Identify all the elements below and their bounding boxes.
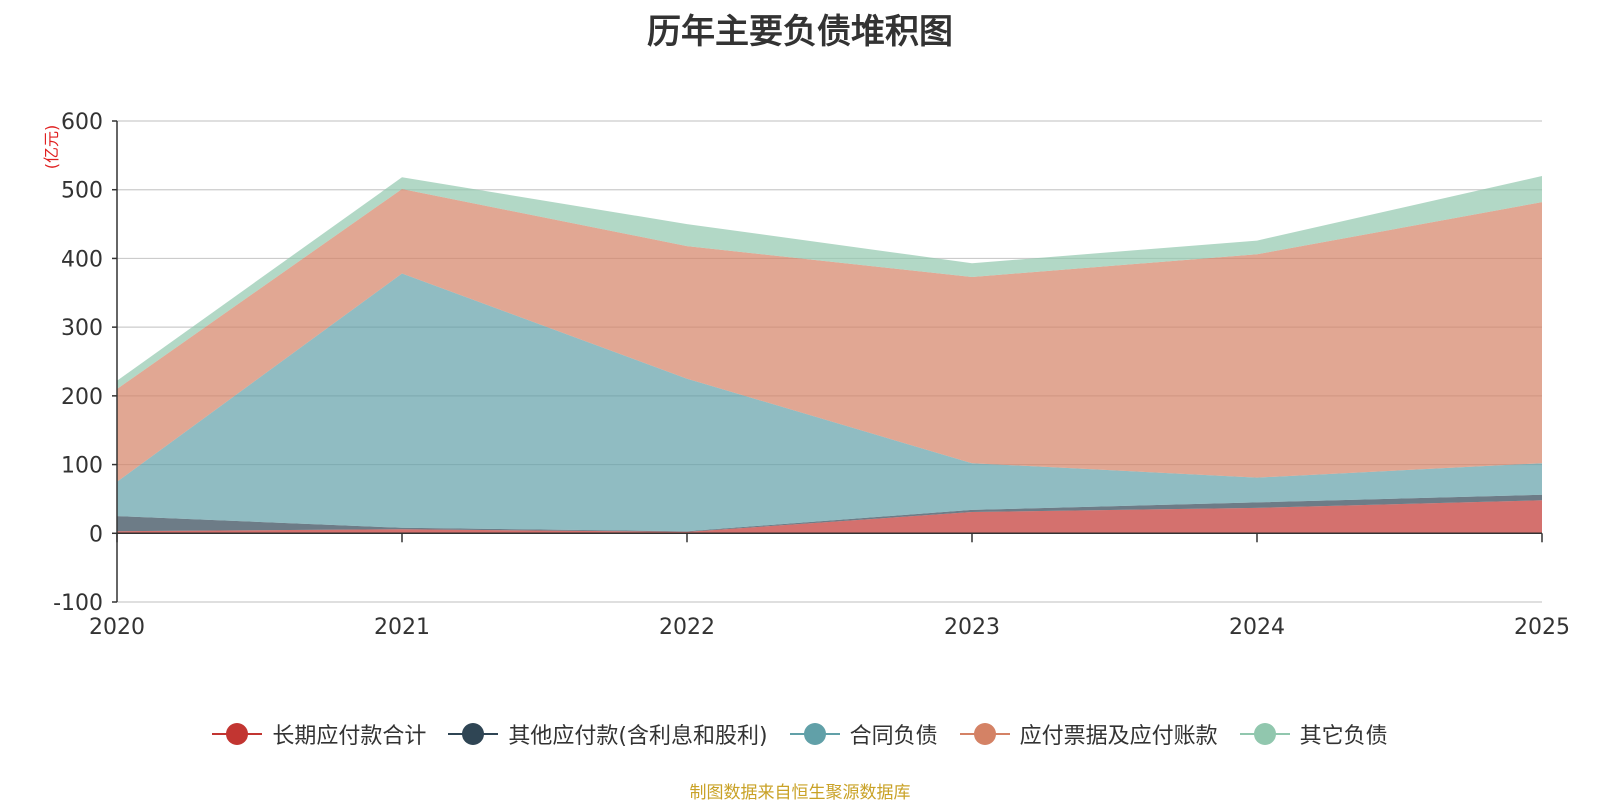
x-tick-label: 2020 (89, 615, 145, 640)
y-tick-label: 0 (89, 522, 103, 547)
x-tick-label: 2023 (944, 615, 1000, 640)
y-tick-label: 300 (61, 316, 103, 341)
legend-marker-icon (789, 723, 840, 745)
data-source-note: 制图数据来自恒生聚源数据库 (689, 783, 911, 803)
area-series-3 (117, 273, 1542, 532)
y-tick-label: 500 (61, 179, 103, 204)
area-series-1 (117, 500, 1542, 534)
legend-label: 长期应付款合计 (272, 724, 427, 749)
legend-label: 合同负债 (849, 724, 938, 749)
legend-item[interactable]: 应付票据及应付账款 (959, 718, 1218, 750)
legend-marker-icon (1239, 723, 1290, 745)
y-tick-label: 200 (61, 385, 103, 410)
y-tick-label: 600 (61, 110, 103, 135)
x-tick-label: 2021 (374, 615, 430, 640)
area-series-4 (117, 189, 1542, 482)
area-series (117, 176, 1542, 534)
chart-title: 历年主要负债堆积图 (647, 12, 953, 52)
area-series-2 (117, 494, 1542, 532)
x-tick-label: 2025 (1514, 615, 1570, 640)
legend-label: 应付票据及应付账款 (1019, 724, 1218, 749)
legend-item[interactable]: 长期应付款合计 (212, 718, 426, 750)
legend-item[interactable]: 合同负债 (789, 718, 938, 750)
legend-marker-icon (448, 723, 499, 745)
legend: 长期应付款合计 其他应付款(含利息和股利) 合同负债 应付票据及应付账款 其它负债 (0, 718, 1600, 750)
y-tick-label: -100 (53, 591, 103, 616)
legend-item[interactable]: 其他应付款(含利息和股利) (448, 718, 768, 750)
y-tick-label: 400 (61, 247, 103, 272)
legend-label: 其他应付款(含利息和股利) (508, 724, 768, 749)
legend-label: 其它负债 (1299, 724, 1388, 749)
legend-marker-icon (212, 723, 263, 745)
x-tick-label: 2022 (659, 615, 715, 640)
y-tick-label: 100 (61, 454, 103, 479)
legend-item[interactable]: 其它负债 (1239, 718, 1388, 750)
y-axis-unit-label: (亿元) (42, 125, 61, 170)
legend-marker-icon (959, 723, 1010, 745)
x-tick-label: 2024 (1229, 615, 1285, 640)
